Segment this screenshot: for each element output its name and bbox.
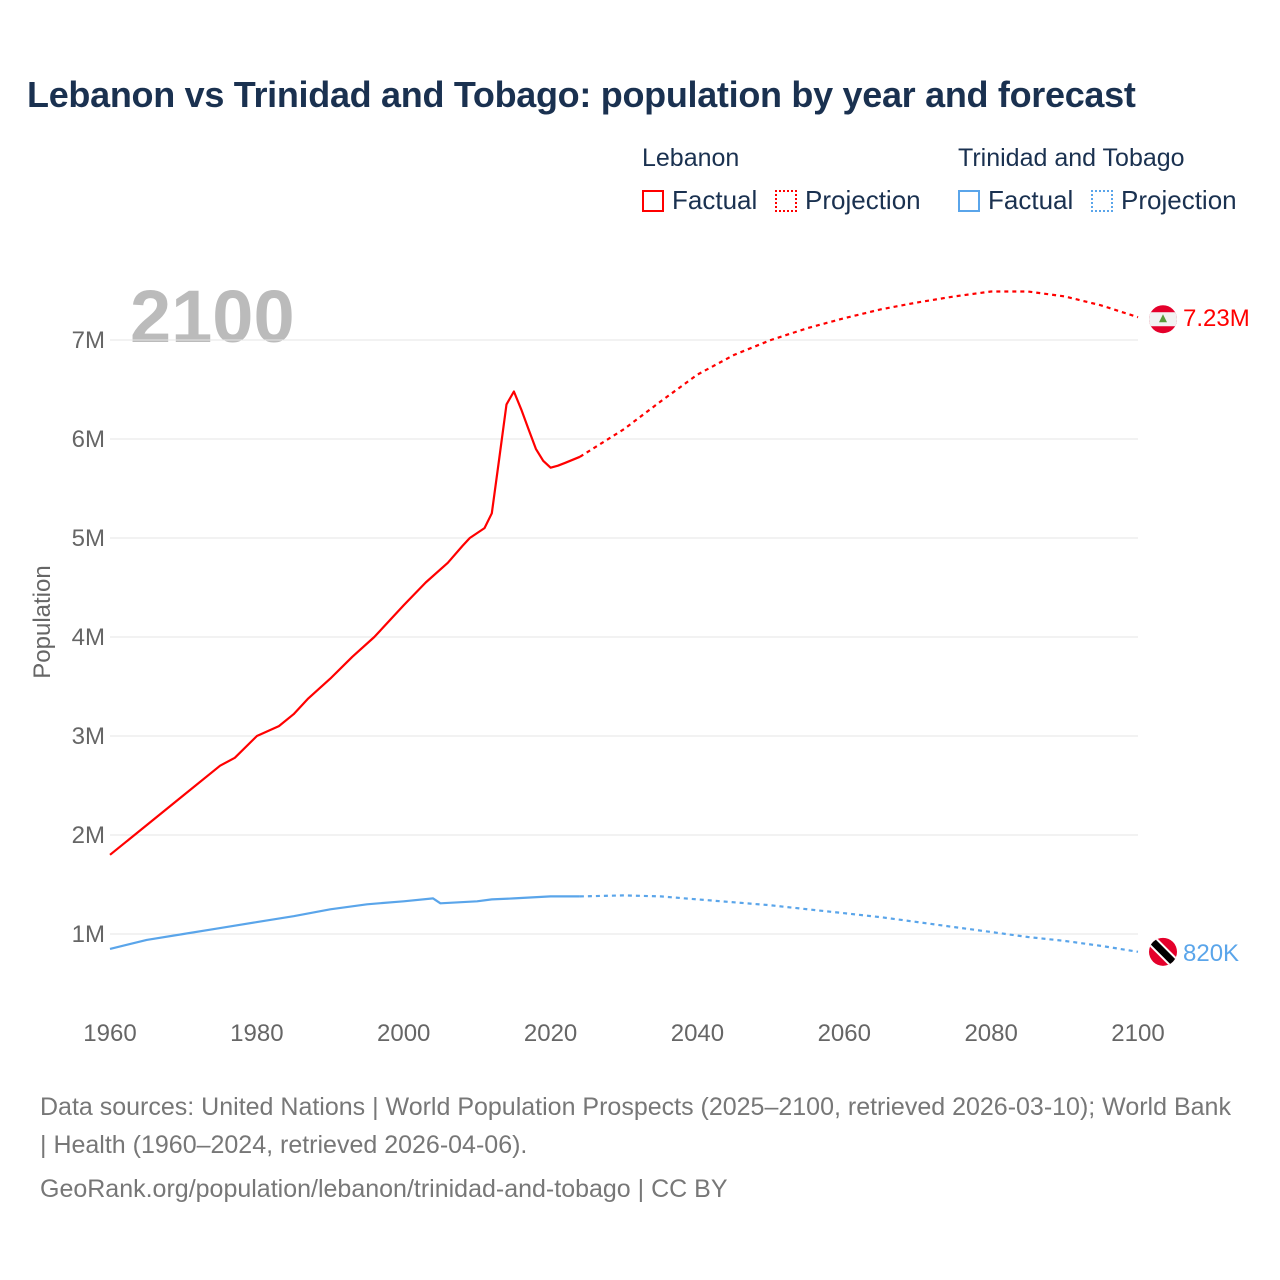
legend-swatch-solid (958, 190, 980, 212)
lebanon-flag-icon (1149, 305, 1177, 334)
source-url[interactable]: GeoRank.org/population/lebanon/trinidad-… (40, 1175, 728, 1203)
x-tick-label: 2100 (1111, 1020, 1164, 1047)
chart-title: Lebanon vs Trinidad and Tobago: populati… (27, 74, 1136, 115)
trinidad-projection-line (579, 894, 1139, 953)
legend-label: Factual (672, 185, 758, 215)
y-tick-label: 6M (72, 426, 105, 453)
trinidad-flag-icon (1149, 937, 1177, 966)
y-tick-label: 3M (72, 723, 105, 750)
x-tick-label: 2060 (818, 1020, 871, 1047)
lebanon-factual-line (109, 390, 581, 856)
trinidad-end-label: 820K (1183, 940, 1239, 967)
legend-lebanon-projection[interactable]: Projection (775, 185, 921, 216)
legend-group-lebanon: Lebanon (642, 144, 740, 172)
y-tick-label: 2M (72, 822, 105, 849)
year-overlay: 2100 (130, 275, 295, 358)
legend-label: Projection (1121, 185, 1237, 215)
y-tick-label: 1M (72, 921, 105, 948)
y-axis-label: Population (29, 565, 56, 678)
legend-label: Factual (988, 185, 1074, 215)
y-tick-label: 5M (72, 525, 105, 552)
legend-lebanon-factual[interactable]: Factual (642, 185, 757, 216)
legend-group-trinidad: Trinidad and Tobago (958, 144, 1185, 172)
legend-swatch-dotted (1091, 190, 1113, 212)
x-tick-label: 1980 (230, 1020, 283, 1047)
legend-swatch-solid (642, 190, 664, 212)
y-tick-label: 7M (72, 327, 105, 354)
source-note: Data sources: United Nations | World Pop… (40, 1088, 1240, 1208)
y-tick-label: 4M (72, 624, 105, 651)
line-chart: 2100 1M 2M 3M 4M 5M 6M 7M 1960 1980 2000 2020 2040 2… (29, 275, 1250, 1047)
trinidad-factual-line (109, 895, 580, 950)
x-tick-label: 2040 (671, 1020, 724, 1047)
x-tick-label: 2080 (964, 1020, 1017, 1047)
legend-trinidad-factual[interactable]: Factual (958, 185, 1073, 216)
x-tick-label: 1960 (83, 1020, 136, 1047)
x-tick-label: 2020 (524, 1020, 577, 1047)
legend-trinidad-projection[interactable]: Projection (1091, 185, 1237, 216)
legend-swatch-dotted (775, 190, 797, 212)
x-tick-label: 2000 (377, 1020, 430, 1047)
lebanon-projection-line (579, 290, 1139, 458)
legend-label: Projection (805, 185, 921, 215)
lebanon-end-label: 7.23M (1183, 305, 1250, 332)
source-line: Data sources: United Nations | World Pop… (40, 1093, 1231, 1159)
